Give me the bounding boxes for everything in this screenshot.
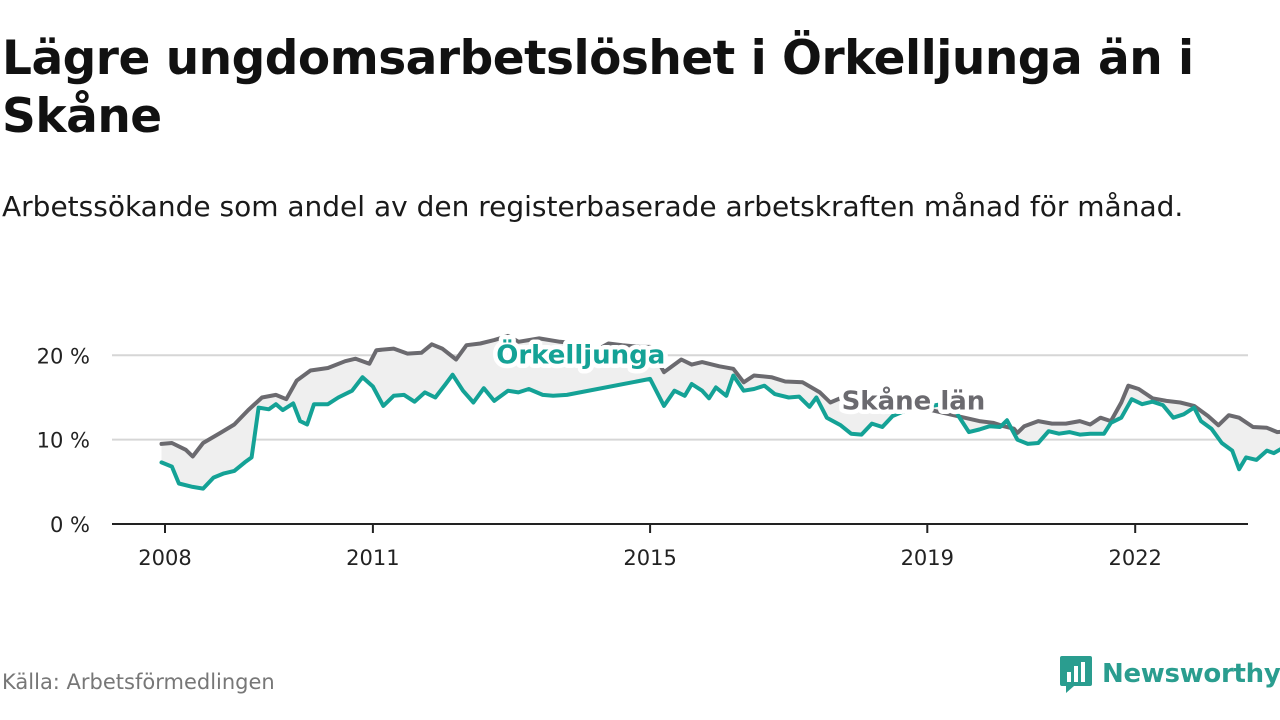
- newsworthy-logo-icon: [1060, 656, 1092, 693]
- newsworthy-logo-text: Newsworthy: [1102, 659, 1280, 689]
- series-lines: [159, 333, 1280, 491]
- newsworthy-logo[interactable]: Newsworthy: [1058, 652, 1280, 696]
- x-tick-label: 2019: [901, 546, 954, 570]
- x-tick-label: 2015: [623, 546, 676, 570]
- x-tick-label: 2022: [1108, 546, 1161, 570]
- series-line-skane: [159, 333, 1280, 459]
- series-label-skane: Skåne län: [842, 384, 986, 416]
- source-note: Källa: Arbetsförmedlingen: [2, 670, 275, 694]
- chart-title: Lägre ungdomsarbetslöshet i Örkelljunga …: [2, 31, 1194, 144]
- y-tick-label: 10 %: [37, 429, 90, 453]
- y-tick-label: 0 %: [50, 513, 90, 537]
- y-tick-label: 20 %: [37, 344, 90, 368]
- series-line-orkelljunga: [159, 372, 1280, 491]
- series-label-orkelljunga: Örkelljunga: [496, 338, 665, 371]
- difference-band: [161, 335, 1280, 489]
- gridlines: [112, 354, 1248, 441]
- chart-subtitle: Arbetssökande som andel av den registerb…: [2, 190, 1184, 223]
- axes: 0 % 10 % 20 % 2008 2011 2015 2019 2022: [37, 344, 1248, 570]
- x-tick-label: 2008: [138, 546, 191, 570]
- x-tick-label: 2011: [346, 546, 399, 570]
